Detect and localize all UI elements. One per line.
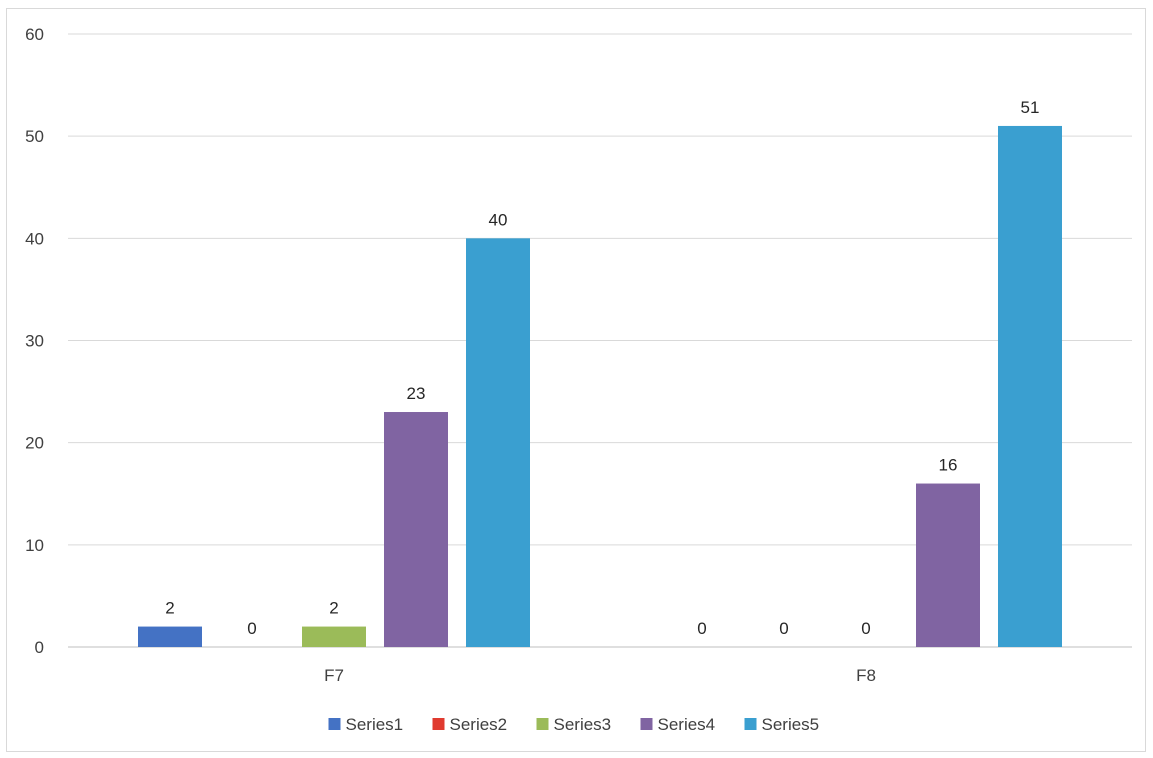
x-tick-label: F8 xyxy=(856,666,876,685)
legend-item-series5: Series5 xyxy=(744,715,820,734)
data-label: 0 xyxy=(779,619,788,638)
legend-swatch xyxy=(328,718,341,730)
gridlines xyxy=(68,33,1132,546)
data-label: 0 xyxy=(697,619,706,638)
y-tick-label: 40 xyxy=(25,229,44,248)
y-tick-label: 10 xyxy=(25,536,44,555)
data-label: 0 xyxy=(247,619,256,638)
legend-item-series4: Series4 xyxy=(640,715,716,734)
bar-series4-f7 xyxy=(384,412,448,647)
y-tick-label: 20 xyxy=(25,434,44,453)
legend-label: Series1 xyxy=(346,715,404,734)
data-label: 51 xyxy=(1021,98,1040,117)
bar-series1-f7 xyxy=(138,626,202,647)
legend-item-series3: Series3 xyxy=(536,715,612,734)
legend-swatch xyxy=(432,718,445,730)
legend-label: Series3 xyxy=(554,715,612,734)
legend-swatch xyxy=(744,718,757,730)
bar-series4-f8 xyxy=(916,483,980,647)
data-label: 23 xyxy=(407,384,426,403)
data-labels: 2 0 2 23 40 0 0 0 16 51 xyxy=(165,98,1039,638)
data-label: 0 xyxy=(861,619,870,638)
bar-series5-f7 xyxy=(466,238,530,648)
x-axis-ticks: F7 F8 xyxy=(324,666,876,685)
data-label: 16 xyxy=(939,456,958,475)
data-label: 2 xyxy=(329,599,338,618)
y-tick-label: 0 xyxy=(35,638,44,657)
x-tick-label: F7 xyxy=(324,666,344,685)
y-axis-ticks: 0 10 20 30 40 50 60 xyxy=(25,25,44,657)
legend-swatch xyxy=(536,718,549,730)
legend-swatch xyxy=(640,718,653,730)
legend-label: Series4 xyxy=(658,715,716,734)
y-tick-label: 60 xyxy=(25,25,44,44)
legend-label: Series5 xyxy=(762,715,820,734)
bars xyxy=(138,125,1062,648)
legend-item-series2: Series2 xyxy=(432,715,508,734)
data-label: 2 xyxy=(165,599,174,618)
bar-series3-f7 xyxy=(302,626,366,647)
legend: Series1 Series2 Series3 Series4 Series5 xyxy=(328,715,820,734)
data-label: 40 xyxy=(489,210,508,229)
legend-label: Series2 xyxy=(450,715,508,734)
bar-series5-f8 xyxy=(998,125,1062,647)
y-tick-label: 50 xyxy=(25,127,44,146)
legend-item-series1: Series1 xyxy=(328,715,404,734)
y-tick-label: 30 xyxy=(25,332,44,351)
